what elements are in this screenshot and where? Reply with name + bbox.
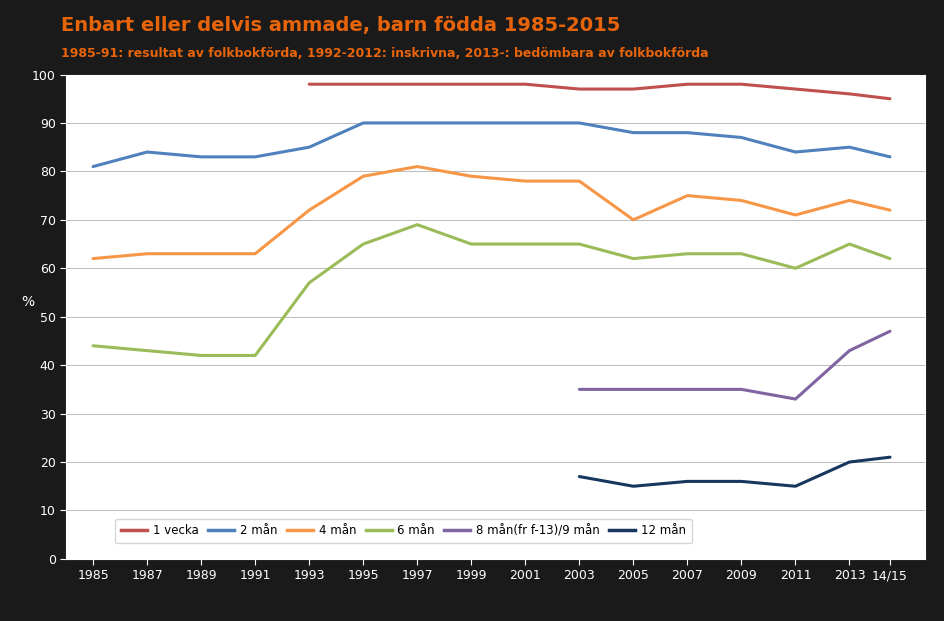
- Text: 1985-91: resultat av folkbokförda, 1992-2012: inskrivna, 2013-: bedömbara av fol: 1985-91: resultat av folkbokförda, 1992-…: [61, 47, 709, 60]
- Legend: 1 vecka, 2 mån, 4 mån, 6 mån, 8 mån(fr f-13)/9 mån, 12 mån: 1 vecka, 2 mån, 4 mån, 6 mån, 8 mån(fr f…: [115, 519, 692, 543]
- Text: %: %: [21, 295, 34, 309]
- Text: Enbart eller delvis ammade, barn födda 1985-2015: Enbart eller delvis ammade, barn födda 1…: [61, 16, 621, 35]
